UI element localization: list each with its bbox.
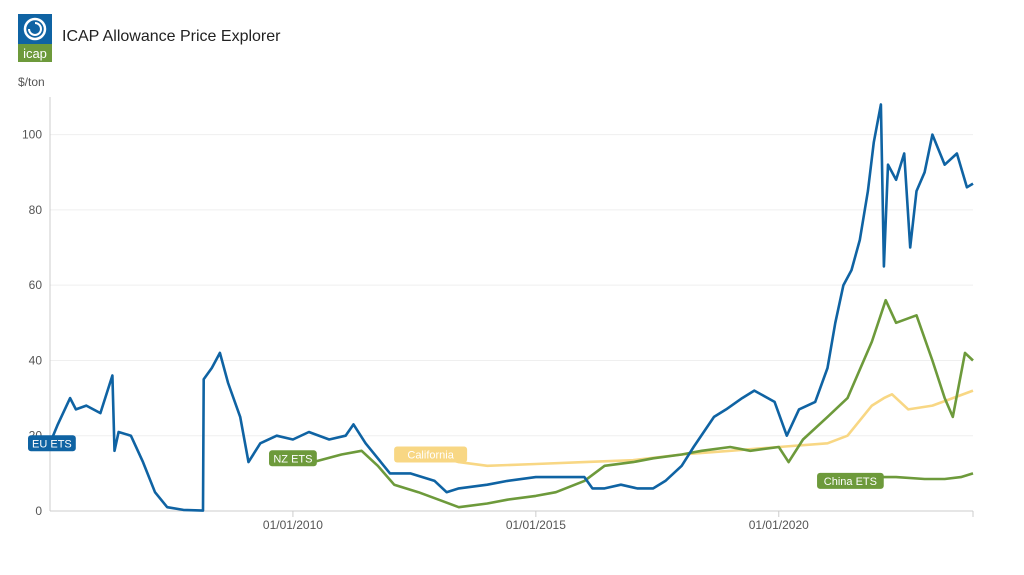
icap-logo: icap [18, 14, 52, 62]
x-tick-label: 01/01/2015 [506, 518, 566, 532]
series-tag-bg [817, 472, 884, 489]
series-tag-nz-ets: NZ ETS [269, 450, 317, 467]
logo-text: icap [23, 46, 47, 61]
x-tick-label: 01/01/2010 [263, 518, 323, 532]
series-tag-text: EU ETS [32, 438, 72, 450]
series-tag-text: China ETS [824, 476, 877, 488]
x-tick-label: 01/01/2020 [749, 518, 809, 532]
series-tag-text: NZ ETS [273, 453, 312, 465]
y-tick-label: 40 [29, 353, 43, 367]
axes: 02040608010001/01/201001/01/201501/01/20… [22, 97, 974, 532]
series-tag-china-ets: China ETS [817, 472, 884, 489]
series-line-nz-ets [292, 298, 974, 509]
series-tag-bg [28, 435, 76, 452]
series-line-eu-ets [48, 103, 974, 512]
y-tick-label: 0 [35, 504, 42, 518]
grid-lines [50, 134, 973, 437]
page-title: ICAP Allowance Price Explorer [62, 28, 281, 45]
y-tick-label: 80 [29, 203, 43, 217]
y-tick-label: 100 [22, 128, 42, 142]
y-axis-unit-label: $/ton [18, 75, 45, 89]
y-tick-label: 60 [29, 278, 43, 292]
series-tag-bg [269, 450, 317, 467]
series-tag-eu-ets: EU ETS [28, 435, 76, 452]
series-tag-text: California [407, 450, 454, 462]
series-layer [48, 103, 974, 512]
series-tags: EU ETS NZ ETS California China ETS [28, 435, 884, 489]
series-line-california [430, 389, 974, 468]
series-tag-california: California [394, 446, 468, 463]
series-tag-bg [394, 446, 468, 463]
